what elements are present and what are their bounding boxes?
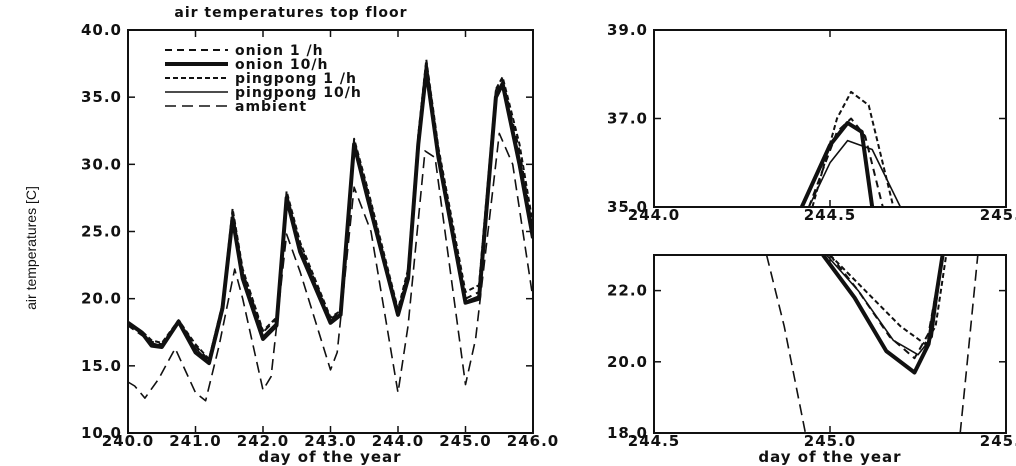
main-y-tick-label: 25.0 xyxy=(81,223,122,241)
peak-y-tick-label: 37.0 xyxy=(607,110,648,128)
peak-x-tick-label: 244.5 xyxy=(804,206,856,224)
trough-x-tick-label: 244.5 xyxy=(628,432,680,450)
peak-y-tick-label: 35.0 xyxy=(607,198,648,216)
trough-line-ambient-2 xyxy=(959,255,979,433)
main-line-onion-10-h xyxy=(128,68,533,366)
legend-label-pingpong-10-h: pingpong 10/h xyxy=(235,85,362,101)
main-x-tick-label: 244.0 xyxy=(372,432,424,450)
plot-frame-trough xyxy=(653,254,1007,434)
trough-x-tick-label: 245.0 xyxy=(804,432,856,450)
main-chart: air temperatures top floor 240.0 241.0 242… xyxy=(23,5,559,466)
main-x-tick-label: 243.0 xyxy=(304,432,356,450)
main-y-tick-label: 40.0 xyxy=(81,21,122,39)
peak-line-pingpong-10-h xyxy=(808,139,902,207)
legend-label-pingpong-1-h: pingpong 1 /h xyxy=(235,71,357,87)
inset-trough-chart: 244.5 245.0 245.5 18.0 20.0 22.0 day of the y… xyxy=(607,254,1016,466)
trough-ticks-group: 244.5 245.0 245.5 18.0 20.0 22.0 xyxy=(607,255,1016,450)
peak-line-pingpong-1-h xyxy=(811,90,895,207)
main-series-group xyxy=(128,58,533,402)
main-ticks-group: 240.0 241.0 242.0 243.0 244.0 245.0 246.0 10.0 1… xyxy=(81,21,559,450)
main-line-ambient xyxy=(128,132,533,402)
main-x-tick-label: 240.0 xyxy=(102,432,154,450)
trough-x-tick-label: 245.5 xyxy=(980,432,1016,450)
peak-line-onion-10-h xyxy=(799,120,875,207)
peak-x-tick-label: 244.0 xyxy=(628,206,680,224)
main-line-pingpong-1-h xyxy=(128,58,533,361)
peak-line-onion-1-h xyxy=(807,117,884,207)
main-y-tick-label: 20.0 xyxy=(81,290,122,308)
main-y-tick-label: 35.0 xyxy=(81,88,122,106)
y-axis-label: air temperatures [C] xyxy=(23,186,39,310)
x-axis-label-trough: day of the year xyxy=(758,448,901,466)
main-line-pingpong-10-h xyxy=(128,66,533,363)
legend-label-ambient: ambient xyxy=(235,99,307,115)
main-x-tick-label: 245.0 xyxy=(439,432,491,450)
trough-y-tick-label: 20.0 xyxy=(607,353,648,371)
main-line-onion-1-h xyxy=(128,59,533,362)
peak-ticks-group: 244.0 244.5 245.0 35.0 37.0 39.0 xyxy=(607,21,1016,224)
main-y-tick-label: 15.0 xyxy=(81,357,122,375)
x-axis-label-main: day of the year xyxy=(258,448,401,466)
inset-peak-chart: 244.0 244.5 245.0 35.0 37.0 39.0 xyxy=(607,21,1016,224)
trough-line-pingpong-1-h xyxy=(829,255,948,345)
plot-frame-peak xyxy=(653,29,1007,208)
trough-line-ambient xyxy=(765,255,807,433)
main-y-tick-label: 30.0 xyxy=(81,155,122,173)
peak-x-tick-label: 245.0 xyxy=(980,206,1016,224)
main-x-tick-label: 242.0 xyxy=(237,432,289,450)
trough-line-pingpong-10-h xyxy=(825,255,944,356)
chart-title: air temperatures top floor xyxy=(174,5,407,21)
main-x-tick-label: 241.0 xyxy=(169,432,221,450)
main-y-tick-label: 10.0 xyxy=(81,424,122,442)
trough-y-tick-label: 18.0 xyxy=(607,424,648,442)
trough-series-group xyxy=(765,255,979,433)
legend-label-onion-1-h: onion 1 /h xyxy=(235,43,324,59)
trough-line-onion-10-h xyxy=(821,255,945,375)
trough-y-tick-label: 22.0 xyxy=(607,282,648,300)
peak-y-tick-label: 39.0 xyxy=(607,21,648,39)
peak-series-group xyxy=(799,90,902,207)
legend-label-onion-10-h: onion 10/h xyxy=(235,57,328,73)
main-x-tick-label: 246.0 xyxy=(507,432,559,450)
